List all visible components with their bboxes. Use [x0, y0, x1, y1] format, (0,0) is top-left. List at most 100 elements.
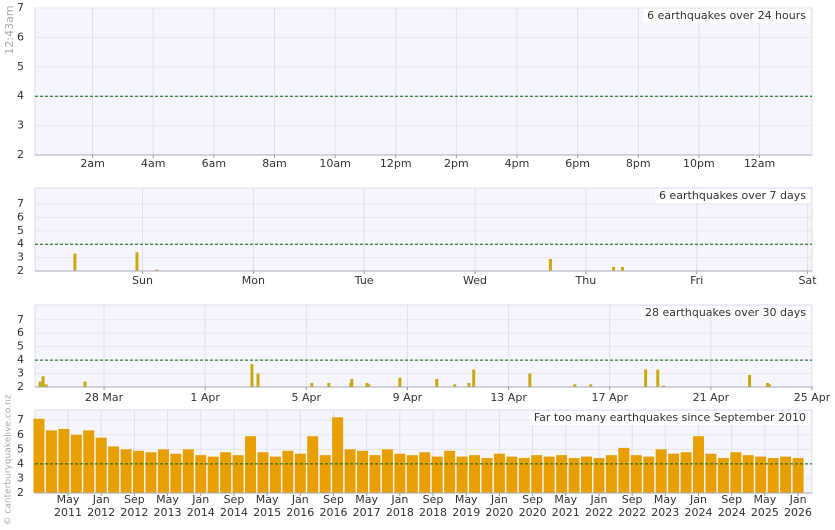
- bar: [108, 446, 120, 493]
- bar: [310, 382, 314, 387]
- y-tick-label: 7: [17, 1, 24, 14]
- x-tick-label: May 2017: [352, 493, 381, 519]
- bar: [548, 258, 552, 271]
- x-tick-label: May 2015: [253, 493, 282, 519]
- bar: [250, 364, 254, 387]
- bar: [593, 458, 605, 493]
- x-tick-label: 9 Apr: [392, 391, 423, 404]
- bar: [245, 436, 257, 493]
- bar: [618, 447, 630, 493]
- x-tick-label: 10am: [319, 157, 351, 170]
- x-tick-label: Sep 2014: [219, 493, 248, 519]
- bar: [644, 369, 648, 387]
- bar: [369, 455, 381, 493]
- bar: [327, 382, 331, 387]
- bar: [730, 452, 742, 493]
- x-tick-label: May 2013: [153, 493, 182, 519]
- bar: [133, 450, 145, 493]
- bar: [45, 430, 57, 493]
- bar: [73, 253, 77, 271]
- bar: [620, 266, 624, 271]
- bar: [705, 453, 717, 493]
- bar: [472, 369, 476, 387]
- bar: [767, 458, 779, 493]
- bar: [680, 452, 692, 493]
- bar: [568, 458, 580, 493]
- bar: [605, 455, 617, 493]
- bar: [58, 428, 70, 493]
- x-tick-label: May 2023: [651, 493, 680, 519]
- x-tick-label: May 2021: [551, 493, 580, 519]
- bar: [435, 378, 439, 387]
- bar: [307, 436, 319, 493]
- x-tick-label: Jan 2016: [286, 493, 315, 519]
- title-box: [529, 411, 810, 425]
- x-tick-label: 28 Mar: [84, 391, 124, 404]
- x-tick-label: May 2025: [750, 493, 779, 519]
- bar: [145, 452, 157, 493]
- bar: [755, 456, 767, 493]
- bar: [394, 453, 406, 493]
- x-tick-label: 2am: [80, 157, 105, 170]
- bar: [481, 458, 493, 493]
- bar: [573, 384, 577, 387]
- bar: [83, 430, 95, 493]
- bar: [643, 456, 655, 493]
- x-tick-label: 4am: [140, 157, 166, 170]
- y-tick-label: 6: [17, 30, 24, 43]
- x-tick-label: 1 Apr: [190, 391, 220, 404]
- bar: [83, 381, 87, 387]
- x-tick-label: Mon: [241, 274, 265, 287]
- bar: [381, 449, 393, 493]
- x-tick-label: 12am: [743, 157, 776, 170]
- bar: [531, 455, 543, 493]
- y-tick-label: 3: [17, 471, 24, 484]
- bar: [748, 374, 752, 387]
- y-tick-label: 2: [17, 148, 24, 161]
- x-tick-label: 13 Apr: [490, 391, 527, 404]
- bar: [406, 455, 418, 493]
- bar: [282, 450, 294, 493]
- bar: [765, 382, 769, 387]
- x-tick-label: 25 Apr: [793, 391, 831, 404]
- x-tick-label: 4pm: [504, 157, 530, 170]
- x-tick-label: Jan 2026: [784, 493, 813, 519]
- bar: [792, 458, 804, 493]
- bar: [38, 381, 42, 387]
- y-tick-label: 6: [17, 326, 24, 339]
- x-tick-label: Jan 2022: [584, 493, 613, 519]
- bar: [662, 385, 666, 387]
- x-tick-label: Fri: [690, 274, 704, 287]
- bar: [528, 373, 532, 387]
- bar: [33, 418, 45, 493]
- bar: [344, 449, 356, 493]
- bar: [444, 450, 456, 493]
- x-tick-label: Tue: [354, 274, 374, 287]
- bar: [157, 449, 169, 493]
- x-tick-label: 2pm: [444, 157, 469, 170]
- y-tick-label: 3: [17, 367, 24, 380]
- bar: [431, 456, 443, 493]
- x-tick-label: Jan 2018: [385, 493, 414, 519]
- x-tick-label: Sep 2022: [618, 493, 647, 519]
- bar: [257, 452, 269, 493]
- y-tick-label: 7: [17, 197, 24, 210]
- chart-title: 28 earthquakes over 30 days: [645, 306, 806, 319]
- y-tick-label: 5: [17, 340, 24, 353]
- x-tick-label: Sep 2024: [717, 493, 746, 519]
- bar: [350, 378, 354, 387]
- y-tick-label: 2: [17, 264, 24, 277]
- x-tick-label: 21 Apr: [692, 391, 730, 404]
- y-tick-label: 4: [17, 237, 24, 250]
- x-tick-label: 6am: [201, 157, 227, 170]
- bar: [319, 455, 331, 493]
- y-tick-label: 4: [17, 89, 24, 102]
- title-box: [643, 9, 810, 23]
- x-tick-label: Jan 2012: [87, 493, 116, 519]
- watermark: © canterburyquakelive.co.nz: [4, 394, 14, 525]
- bar: [44, 384, 48, 387]
- bar: [717, 458, 729, 493]
- y-tick-label: 2: [17, 486, 24, 499]
